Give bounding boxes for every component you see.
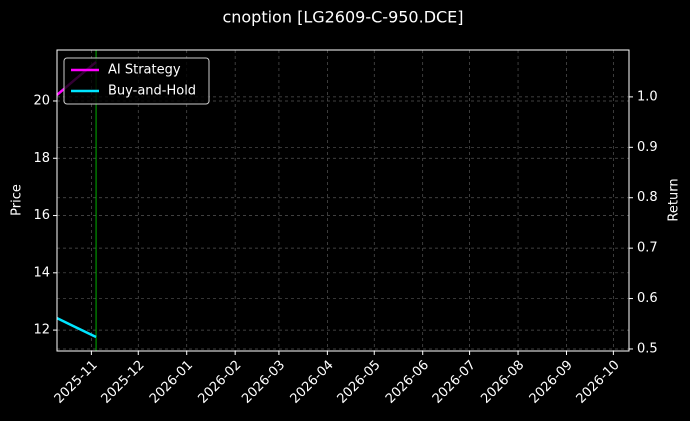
y-tick-label: 16 [33,208,50,223]
legend-box [63,57,210,105]
y2-tick-label: 0.8 [637,190,658,205]
chart-title: cnoption [LG2609-C-950.DCE] [222,8,463,27]
y-tick-label: 20 [33,93,50,108]
y-tick-label: 12 [33,323,50,338]
y2-tick-label: 0.6 [637,291,658,306]
y2-tick-label: 1.0 [637,89,658,104]
y2-tick-label: 0.5 [637,341,658,356]
series-line [56,316,97,339]
y2-tick-label: 0.7 [637,241,658,256]
y-tick-label: 14 [33,265,50,280]
y-tick-label: 18 [33,151,50,166]
y-axis-label: Price [10,184,25,216]
y2-tick-label: 0.9 [637,140,658,155]
y2-axis-label: Return [667,178,682,221]
legend-label: Buy-and-Hold [108,84,196,99]
frame [56,49,630,352]
legend-label: AI Strategy [108,63,181,78]
